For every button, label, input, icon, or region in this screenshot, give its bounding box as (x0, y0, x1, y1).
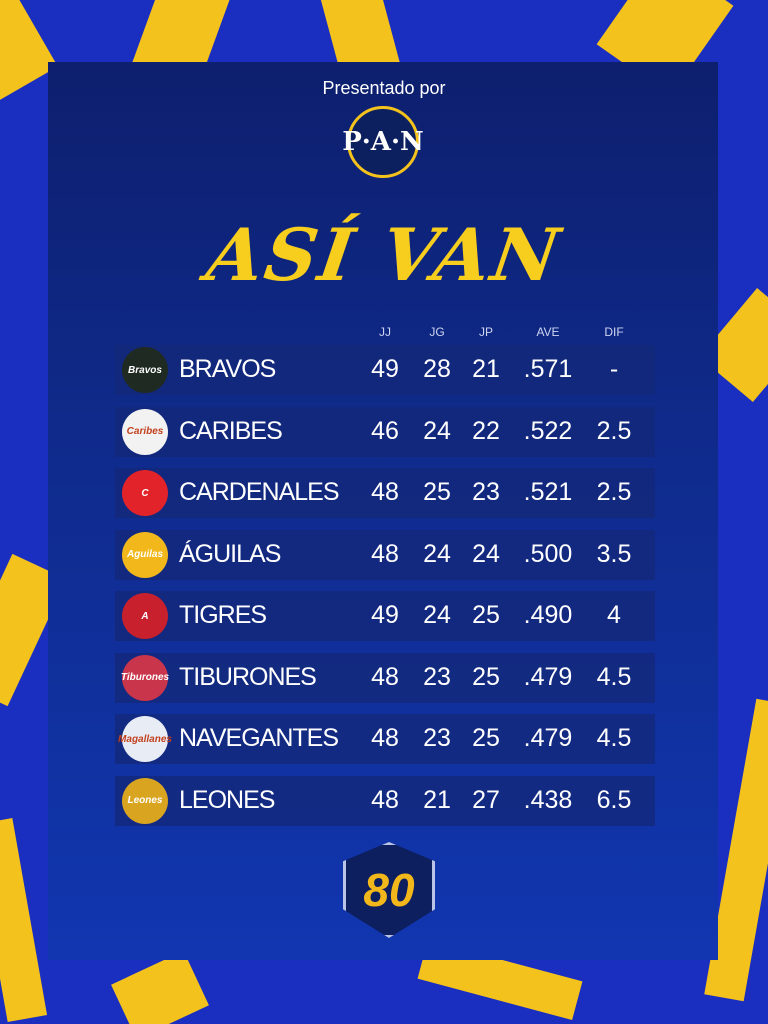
team-name: NAVEGANTES (179, 724, 339, 752)
team-logo: Bravos (122, 347, 168, 393)
presented-by-label: Presentado por (322, 78, 446, 98)
cell-jg: 21 (423, 785, 451, 814)
team-logo: Magallanes (118, 716, 172, 762)
cell-ave: .479 (523, 724, 573, 752)
cell-jg: 28 (423, 355, 451, 383)
cell-jj: 48 (371, 724, 399, 752)
column-header-dif: DIF (604, 325, 624, 339)
team-logo: Tiburones (121, 654, 169, 701)
cell-jj: 49 (371, 355, 399, 383)
team-name: TIBURONES (179, 662, 317, 691)
team-logo: A (122, 593, 168, 639)
standings-row: Leones LEONES 48 21 27 .438 6.5 (115, 775, 655, 826)
team-logo: Caribes (122, 408, 168, 455)
team-name: TIGRES (179, 601, 267, 629)
column-header-jj: JJ (379, 325, 391, 339)
cell-ave: .490 (523, 601, 573, 629)
column-header-jg: JG (429, 325, 445, 339)
cell-jg: 24 (423, 539, 451, 568)
cell-ave: .571 (523, 355, 573, 383)
cell-dif: 4.5 (596, 724, 632, 752)
standings-row: A TIGRES 49 24 25 .490 4 (115, 591, 655, 641)
team-logo: Leones (122, 777, 168, 824)
cell-jp: 24 (472, 539, 500, 568)
column-header-jp: JP (478, 325, 493, 339)
standings-row: Bravos BRAVOS 49 28 21 .571 - (115, 345, 655, 395)
cell-ave: .479 (523, 662, 573, 691)
sponsor-logo: P·A·N (342, 106, 424, 178)
cell-jj: 48 (371, 539, 399, 568)
cell-jg: 23 (423, 662, 451, 691)
cell-dif: 4.5 (596, 662, 632, 691)
cell-jp: 27 (472, 785, 500, 814)
cell-dif: 2.5 (596, 416, 632, 445)
cell-ave: .438 (523, 785, 573, 814)
cell-ave: .500 (523, 539, 573, 568)
cell-jp: 21 (472, 355, 500, 383)
cell-jj: 49 (371, 601, 399, 629)
page-title: ASÍ VAN (201, 212, 567, 297)
cell-jp: 23 (472, 478, 500, 506)
cell-dif: - (609, 355, 619, 383)
team-logo: C (122, 470, 168, 516)
cell-dif: 4 (607, 601, 621, 629)
team-name: CARDENALES (179, 478, 339, 506)
cell-jj: 48 (371, 478, 399, 506)
team-name: BRAVOS (179, 355, 276, 383)
standings-row: Aguilas ÁGUILAS 48 24 24 .500 3.5 (115, 529, 655, 580)
cell-jg: 25 (423, 478, 451, 506)
cell-jg: 24 (423, 416, 451, 445)
cell-jj: 48 (371, 662, 399, 691)
cell-jp: 25 (472, 601, 500, 629)
standings-row: Magallanes NAVEGANTES 48 23 25 .479 4.5 (115, 714, 655, 764)
cell-dif: 3.5 (596, 539, 632, 568)
column-header-ave: AVE (536, 325, 560, 339)
cell-jp: 25 (472, 724, 500, 752)
team-name: LEONES (179, 785, 275, 814)
cell-ave: .521 (523, 478, 573, 506)
cell-jp: 22 (472, 416, 500, 445)
cell-jp: 25 (472, 662, 500, 691)
cell-jj: 46 (371, 416, 399, 445)
team-name: CARIBES (179, 416, 283, 445)
cell-dif: 6.5 (596, 785, 632, 814)
cell-dif: 2.5 (596, 478, 632, 506)
team-logo: Aguilas (122, 531, 168, 578)
cell-jj: 48 (371, 785, 399, 814)
cell-jg: 24 (423, 601, 451, 629)
team-name: ÁGUILAS (179, 539, 281, 568)
standings-row: C CARDENALES 48 25 23 .521 2.5 (115, 468, 655, 518)
standings-row: Tiburones TIBURONES 48 23 25 .479 4.5 (115, 652, 655, 703)
cell-jg: 23 (423, 724, 451, 752)
standings-row: Caribes CARIBES 46 24 22 .522 2.5 (115, 406, 655, 457)
cell-ave: .522 (523, 416, 573, 445)
